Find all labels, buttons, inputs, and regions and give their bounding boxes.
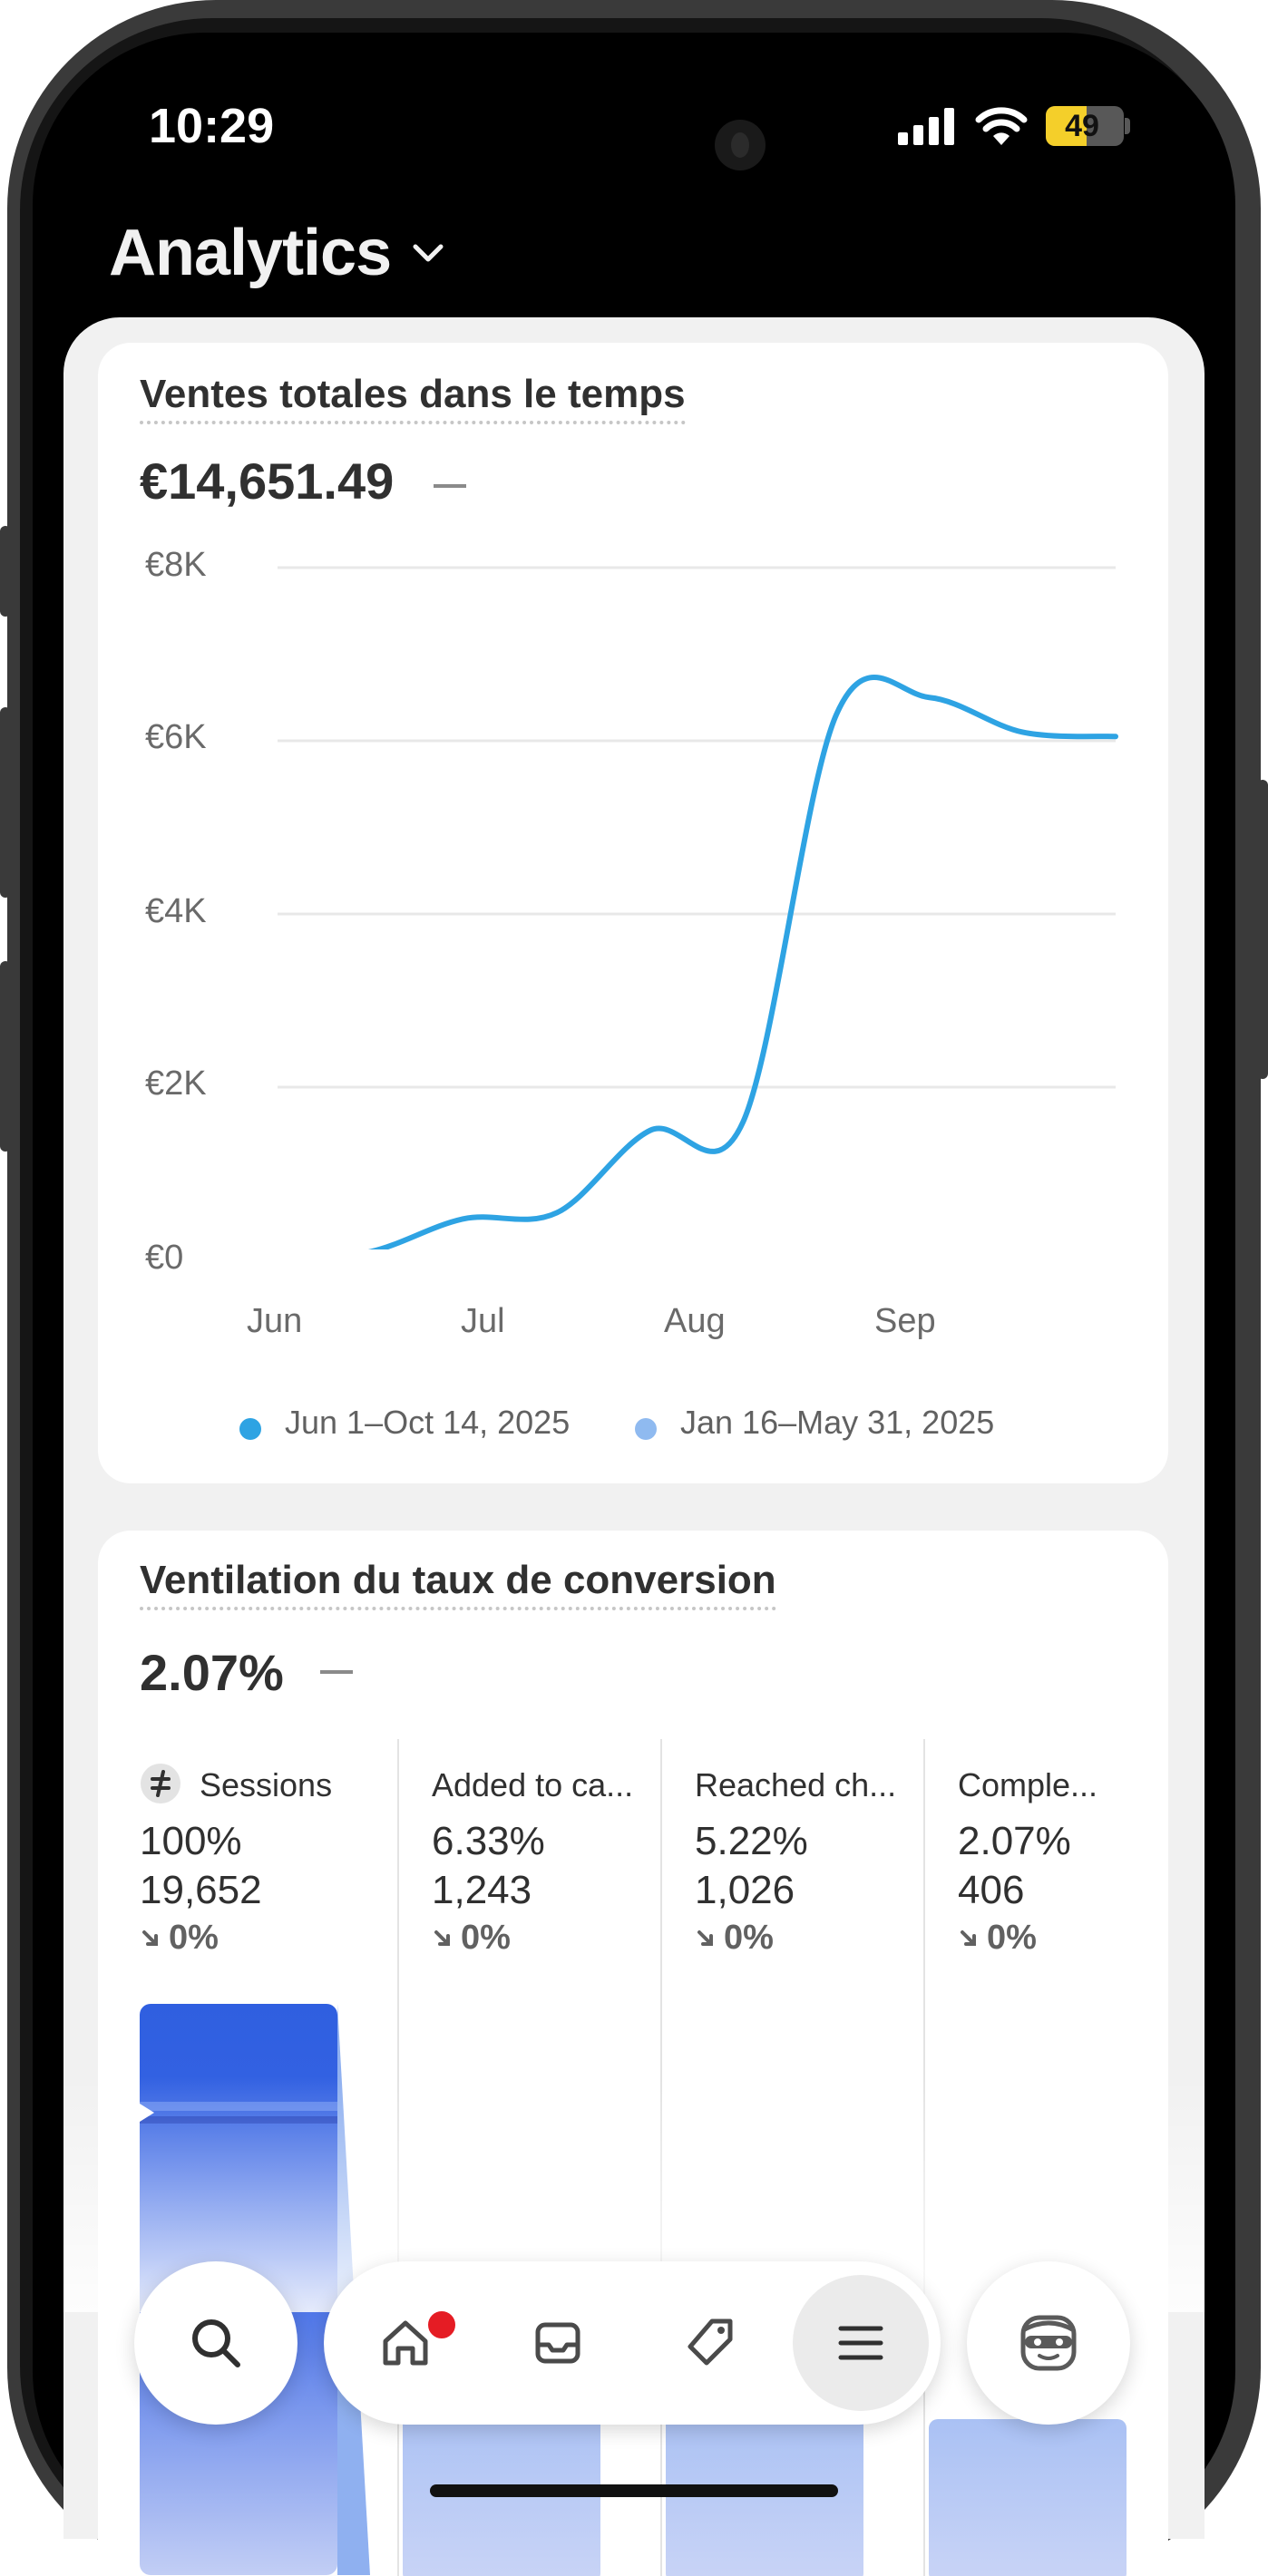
funnel-column-label[interactable]: Comple... <box>958 1766 1098 1803</box>
battery-level: 49 <box>1065 109 1099 143</box>
funnel-column-change: 0% <box>169 1919 219 1957</box>
search-icon <box>192 2319 240 2367</box>
card-value: 2.07% <box>140 1644 284 1701</box>
profile-icon <box>1020 2315 1077 2371</box>
volume-down-button <box>0 961 11 1152</box>
nav-products[interactable] <box>642 2275 778 2411</box>
funnel-column-percent: 6.33% <box>432 1819 545 1863</box>
funnel-column-label[interactable]: Reached ch... <box>695 1766 897 1803</box>
x-tick-label: Sep <box>874 1302 936 1340</box>
legend-previous[interactable]: Jan 16–May 31, 2025 <box>680 1404 995 1441</box>
funnel-column-count: 406 <box>958 1868 1025 1912</box>
bottom-nav-bar <box>324 2261 941 2425</box>
card-value: €14,651.49 <box>140 452 395 510</box>
funnel-column-percent: 100% <box>140 1819 242 1863</box>
power-button <box>1257 780 1268 1079</box>
card-title[interactable]: Ventilation du taux de conversion <box>140 1558 776 1610</box>
legend-current[interactable]: Jun 1–Oct 14, 2025 <box>285 1404 571 1441</box>
volume-up-button <box>0 707 11 898</box>
battery-tip <box>1125 118 1130 134</box>
front-camera <box>715 120 766 170</box>
funnel-bar-completed <box>929 2419 1127 2576</box>
y-tick-label: €4K <box>145 892 207 930</box>
funnel-column-change: 0% <box>724 1919 774 1957</box>
funnel-column-percent: 5.22% <box>695 1819 808 1863</box>
funnel-column-percent: 2.07% <box>958 1819 1071 1863</box>
menu-icon <box>838 2326 883 2360</box>
y-tick-label: €8K <box>145 546 207 584</box>
nav-home[interactable] <box>337 2275 473 2411</box>
sales-card[interactable]: Ventes totales dans le temps €14,651.49 … <box>98 343 1168 1483</box>
search-button[interactable] <box>134 2261 297 2425</box>
side-button <box>0 526 11 617</box>
series-line-current <box>367 675 1118 1249</box>
arrow-down-right-icon <box>961 1930 976 1946</box>
sessions-icon <box>141 1764 180 1803</box>
funnel-column-count: 1,026 <box>695 1868 795 1912</box>
legend-dot-current <box>239 1418 261 1440</box>
home-indicator[interactable] <box>430 2484 838 2497</box>
inbox-icon <box>535 2322 580 2364</box>
change-dash <box>320 1670 353 1674</box>
arrow-down-right-icon <box>142 1930 158 1946</box>
funnel-column-change: 0% <box>987 1919 1037 1957</box>
x-tick-label: Aug <box>664 1302 726 1340</box>
home-icon <box>383 2320 428 2366</box>
funnel-column-label[interactable]: Added to ca... <box>432 1766 634 1803</box>
notification-dot <box>424 2308 459 2342</box>
signal-icon <box>898 108 954 145</box>
change-dash <box>434 484 466 488</box>
funnel-column-count: 1,243 <box>432 1868 532 1912</box>
funnel-column-change: 0% <box>461 1919 511 1957</box>
arrow-down-right-icon <box>434 1930 450 1946</box>
page-title[interactable]: Analytics <box>109 217 392 289</box>
battery-icon: 49 <box>1046 106 1124 146</box>
status-time: 10:29 <box>149 99 275 153</box>
y-tick-label: €6K <box>145 718 207 756</box>
funnel-column-label[interactable]: Sessions <box>200 1766 333 1803</box>
y-tick-label: €2K <box>145 1064 207 1103</box>
funnel-column-count: 19,652 <box>140 1868 262 1912</box>
chevron-down-icon[interactable] <box>410 241 446 265</box>
x-tick-label: Jul <box>461 1302 505 1340</box>
legend-dot-previous <box>635 1418 657 1440</box>
x-tick-label: Jun <box>247 1302 303 1340</box>
tag-icon <box>688 2318 733 2366</box>
y-tick-label: €0 <box>145 1239 184 1277</box>
card-title[interactable]: Ventes totales dans le temps <box>140 372 686 424</box>
wifi-icon <box>975 107 1028 145</box>
arrow-down-right-icon <box>697 1930 713 1946</box>
sales-line-chart[interactable] <box>98 343 1168 1249</box>
profile-button[interactable] <box>967 2261 1130 2425</box>
nav-inbox[interactable] <box>490 2275 626 2411</box>
nav-menu[interactable] <box>793 2275 929 2411</box>
